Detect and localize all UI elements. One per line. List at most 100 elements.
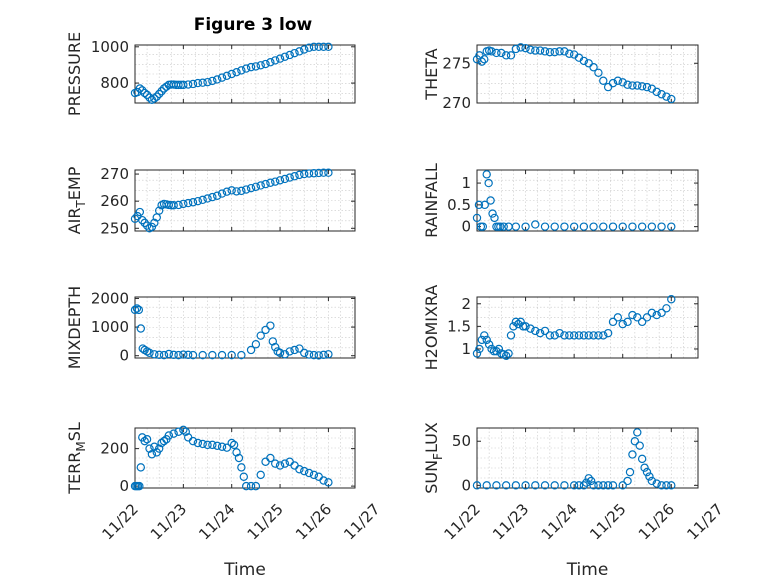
panel-3-point-0-31 [667, 222, 676, 231]
panel-7-point-0-1 [482, 481, 491, 490]
panel-7-xlabel: Time [566, 560, 609, 580]
panel-1-point-0-6 [487, 47, 496, 56]
panel-3-ytick-label-2: 1 [461, 174, 471, 192]
panel-2-point-0-40 [285, 173, 294, 182]
panel-5-point-0-3 [480, 331, 489, 340]
panel-2-point-0-32 [246, 183, 256, 193]
panel-5-point-0-46 [647, 308, 657, 318]
panel-5-point-0-2 [477, 335, 487, 345]
panel-3-point-0-9 [490, 213, 499, 223]
panel-6-point-0-39 [256, 470, 265, 480]
panel-3-point-0-3 [478, 222, 488, 231]
panel-7-point-0-34 [657, 481, 666, 490]
panel-6-xlabel: Time [223, 560, 266, 580]
panel-4-ytick-label-0: 0 [119, 347, 129, 365]
panel-5-point-0-15 [509, 322, 518, 331]
panel-1-point-0-41 [657, 90, 666, 99]
panel-0-point-0-39 [271, 56, 280, 65]
panel-2-point-0-5 [142, 221, 152, 230]
panel-3-point-0-5 [482, 170, 491, 179]
panel-7-point-0-20 [608, 481, 618, 490]
panel-2-point-0-28 [227, 186, 236, 195]
panel-2-point-0-45 [309, 169, 319, 178]
panel-1-point-0-43 [667, 94, 676, 104]
panel-6-point-0-30 [227, 438, 236, 448]
panel-7-point-0-2 [492, 481, 501, 490]
panel-7-point-0-22 [623, 476, 632, 486]
panel-7-point-0-33 [652, 479, 661, 488]
panel-5-point-0-12 [501, 351, 511, 360]
panel-7-point-0-27 [635, 441, 644, 450]
panel-6-point-0-36 [242, 481, 251, 491]
panel-0-point-0-37 [261, 59, 270, 69]
panel-4-point-0-35 [300, 348, 309, 358]
panel-5-point-0-5 [484, 340, 494, 349]
panel-6-point-0-25 [203, 440, 212, 450]
panel-1-point-0-32 [613, 76, 623, 85]
panel-3-point-0-12 [496, 222, 505, 231]
panel-6-point-0-47 [295, 465, 304, 474]
panel-2-point-0-3 [138, 215, 147, 225]
panel-2-point-0-39 [280, 174, 290, 184]
panel-2-point-0-44 [304, 169, 314, 178]
panel-6-point-0-53 [324, 478, 333, 487]
panel-5-point-0-25 [545, 331, 555, 340]
panel-2-point-0-1 [133, 211, 142, 221]
panel-0-point-0-13 [162, 82, 171, 91]
panel-4-point-0-26 [266, 321, 275, 330]
panel-1-point-0-31 [608, 78, 618, 88]
panel-0-point-0-27 [212, 75, 222, 84]
panel-3-point-0-22 [579, 222, 589, 231]
panel-6-point-0-44 [280, 459, 290, 468]
panel-5-point-0-34 [589, 331, 598, 340]
panel-2-point-0-30 [237, 186, 246, 196]
panel-6-point-0-16 [164, 431, 174, 440]
panel-7-point-0-0 [472, 481, 482, 490]
panel-3-point-0-8 [488, 209, 497, 218]
panel-5-point-0-33 [584, 331, 593, 340]
panel-2-point-0-42 [295, 170, 304, 180]
panel-1-point-0-37 [637, 82, 647, 91]
panel-2-ytick-label-1: 260 [100, 192, 129, 210]
panel-4-point-0-19 [217, 350, 227, 360]
panel-4-point-0-20 [227, 350, 236, 360]
panel-4-point-0-4 [138, 344, 147, 353]
panel-0-ytick-label-0: 800 [100, 74, 129, 92]
panel-0-point-0-5 [142, 90, 152, 100]
panel-6-point-0-19 [179, 425, 188, 435]
panel-4-point-0-15 [183, 350, 193, 360]
panel-6-point-0-8 [145, 444, 154, 453]
panel-1-ytick-label-1: 275 [442, 54, 471, 72]
panel-2-point-0-47 [319, 168, 328, 177]
panel-0-point-0-2 [135, 84, 145, 93]
panel-7-ytick-label-0: 0 [461, 476, 471, 494]
panel-6-point-0-14 [159, 436, 169, 446]
panel-2-point-0-7 [147, 222, 157, 232]
panel-4-point-0-30 [275, 348, 285, 358]
panel-6-point-0-35 [239, 472, 248, 481]
panel-3-point-0-27 [628, 222, 637, 231]
panel-1-point-0-3 [480, 55, 489, 64]
panel-6-point-0-24 [198, 439, 207, 449]
panel-7-point-0-17 [594, 481, 603, 490]
panel-1-point-0-17 [540, 47, 550, 56]
panel-1-point-0-7 [492, 48, 501, 58]
panel-4-point-0-12 [169, 350, 178, 360]
panel-6-point-0-7 [142, 435, 152, 444]
panel-4-point-0-24 [256, 331, 265, 340]
panel-0-point-0-18 [174, 80, 183, 90]
panel-2-point-0-24 [208, 192, 217, 202]
panel-7-point-0-14 [584, 474, 593, 483]
panel-7-point-0-11 [574, 481, 584, 490]
panel-1-point-0-22 [565, 49, 574, 58]
panel-2-point-0-37 [271, 177, 280, 186]
panel-5-point-0-28 [560, 331, 569, 340]
panel-7-point-0-10 [569, 481, 579, 490]
panel-1-point-0-35 [628, 81, 637, 90]
panel-0-point-0-9 [152, 92, 161, 101]
panel-5-point-0-39 [613, 313, 623, 322]
panel-2-point-0-43 [300, 169, 309, 179]
panel-2-point-0-34 [256, 181, 265, 190]
panel-2-ylabel: AIRTEMP [65, 166, 88, 234]
